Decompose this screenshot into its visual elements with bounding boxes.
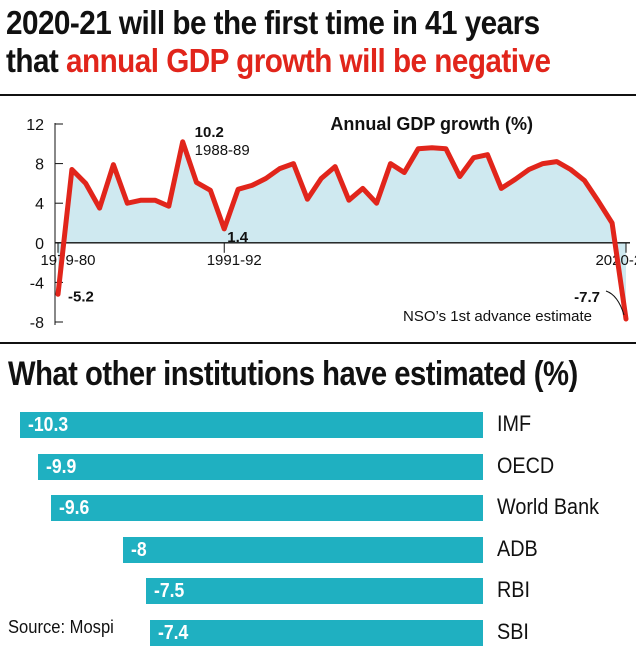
middle-rule: [0, 342, 636, 344]
institution-estimates-bar-chart: -10.3 IMF -9.9 OECD -9.6 World Bank -8 ADB -7.5 R…: [0, 400, 636, 646]
bar-category-label: ADB: [497, 535, 538, 561]
headline-line-1: 2020-21 will be the first time in 41 yea…: [6, 4, 540, 41]
annotation-leader-line: [605, 290, 625, 316]
growth-line: [55, 139, 629, 322]
bar-value-label: -7.4: [158, 621, 189, 644]
annotation-start-value: -5.2: [68, 288, 94, 305]
y-tick-label: 0: [35, 236, 44, 253]
annotation-trough-value: 1.4: [227, 229, 249, 246]
bar-sbi: -7.4: [150, 619, 483, 646]
growth-area: [58, 141, 626, 319]
y-tick-label: 4: [35, 196, 44, 213]
annotation-peak-value: 10.2: [195, 124, 224, 141]
annotation-last-note: NSO’s 1st advance estimate: [403, 308, 592, 325]
source-note: Source: Mospi: [8, 617, 114, 637]
y-tick-label: -4: [30, 275, 44, 292]
top-rule: [0, 94, 636, 96]
bar-oecd: -9.9: [37, 453, 483, 480]
line-chart-title: Annual GDP growth (%): [330, 114, 533, 134]
y-tick-label: 12: [26, 117, 44, 134]
annotation-peak-year: 1988-89: [195, 142, 250, 159]
bar-rbi: -7.5: [145, 578, 483, 604]
bar-category-label: SBI: [497, 618, 529, 644]
annotation-last-value: -7.7: [574, 289, 600, 306]
headline: 2020-21 will be the first time in 41 yea…: [6, 4, 569, 80]
bar-value-label: -9.9: [45, 455, 76, 478]
x-tick-label: 1979-80: [40, 252, 95, 269]
bar-value-label: -7.5: [153, 580, 184, 602]
bar-category-label: RBI: [497, 577, 531, 602]
headline-line-2-prefix: that: [6, 42, 67, 79]
bar-category-label: IMF: [497, 411, 532, 436]
bar-imf: -10.3: [19, 412, 483, 438]
institutions-title: What other institutions have estimated (…: [8, 355, 578, 393]
bar-value-label: -9.6: [59, 497, 90, 519]
bar-value-label: -8: [131, 538, 147, 561]
bar-category-label: OECD: [497, 452, 555, 478]
gdp-growth-line-chart: Annual GDP growth (%) -8 -4 0 4 8 12 1979-80 1…: [26, 114, 636, 332]
y-tick-label: 8: [35, 157, 44, 174]
headline-line-2-accent: annual GDP growth will be negative: [66, 42, 551, 79]
x-tick-label: 1991-92: [207, 252, 262, 269]
y-tick-label: -8: [30, 315, 44, 332]
bar-value-label: -10.3: [27, 414, 68, 436]
bar-adb: -8: [123, 536, 483, 563]
bar-world-bank: -9.6: [51, 495, 483, 521]
bar-category-label: World Bank: [497, 494, 599, 519]
y-axis-ticks: -8 -4 0 4 8 12: [26, 117, 63, 332]
